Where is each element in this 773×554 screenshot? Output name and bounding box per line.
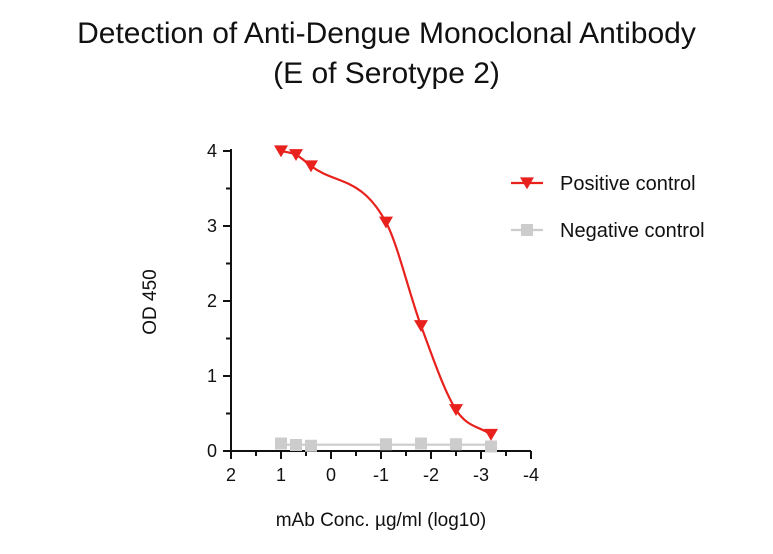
- chart-title-line-2: (E of Serotype 2): [273, 57, 500, 90]
- data-point: [305, 439, 317, 452]
- data-point: [449, 404, 463, 417]
- legend-item: Positive control: [511, 173, 696, 195]
- data-point: [275, 437, 287, 450]
- data-point: [380, 438, 392, 451]
- data-point: [304, 160, 318, 173]
- legend-marker: [521, 224, 533, 236]
- legend: Positive control Negative control: [511, 173, 705, 242]
- series-fit-curve: [280, 149, 492, 436]
- chart-title-line-1: Detection of Anti-Dengue Monoclonal Anti…: [77, 17, 696, 50]
- series-layer: [274, 145, 498, 453]
- data-point: [450, 438, 462, 451]
- data-point: [379, 216, 393, 229]
- legend-item: Negative control: [511, 220, 705, 242]
- legend-marker: [520, 177, 534, 190]
- x-tick-label: -4: [523, 465, 539, 485]
- y-axis-label: OD 450: [140, 269, 161, 334]
- x-tick-label: -2: [423, 465, 439, 485]
- x-tick-label: -3: [473, 465, 489, 485]
- x-axis-label: mAb Conc. µg/ml (log10): [276, 510, 487, 531]
- data-point: [274, 145, 288, 158]
- data-point: [415, 437, 427, 450]
- data-point: [414, 320, 428, 333]
- y-tick-label: 0: [207, 441, 217, 461]
- x-axis: 2 1 0 -1 -2 -3 -4: [226, 450, 539, 485]
- y-tick-label: 3: [207, 216, 217, 236]
- x-tick-label: 1: [276, 465, 286, 485]
- data-point: [290, 439, 302, 451]
- legend-label: Negative control: [560, 220, 705, 242]
- legend-label: Positive control: [560, 173, 696, 195]
- series-negative-control: [275, 437, 497, 453]
- y-tick-label: 1: [207, 366, 217, 386]
- data-point: [485, 440, 497, 453]
- chart-title: Detection of Anti-Dengue Monoclonal Anti…: [0, 14, 773, 94]
- y-tick-label: 4: [207, 141, 217, 161]
- x-tick-label: -1: [373, 465, 389, 485]
- y-axis: 0 1 2 3 4: [207, 141, 232, 461]
- y-tick-label: 2: [207, 291, 217, 311]
- x-tick-label: 0: [326, 465, 336, 485]
- data-point: [289, 149, 303, 162]
- data-point: [484, 428, 498, 441]
- x-tick-label: 2: [226, 465, 236, 485]
- series-positive-control: [274, 145, 498, 441]
